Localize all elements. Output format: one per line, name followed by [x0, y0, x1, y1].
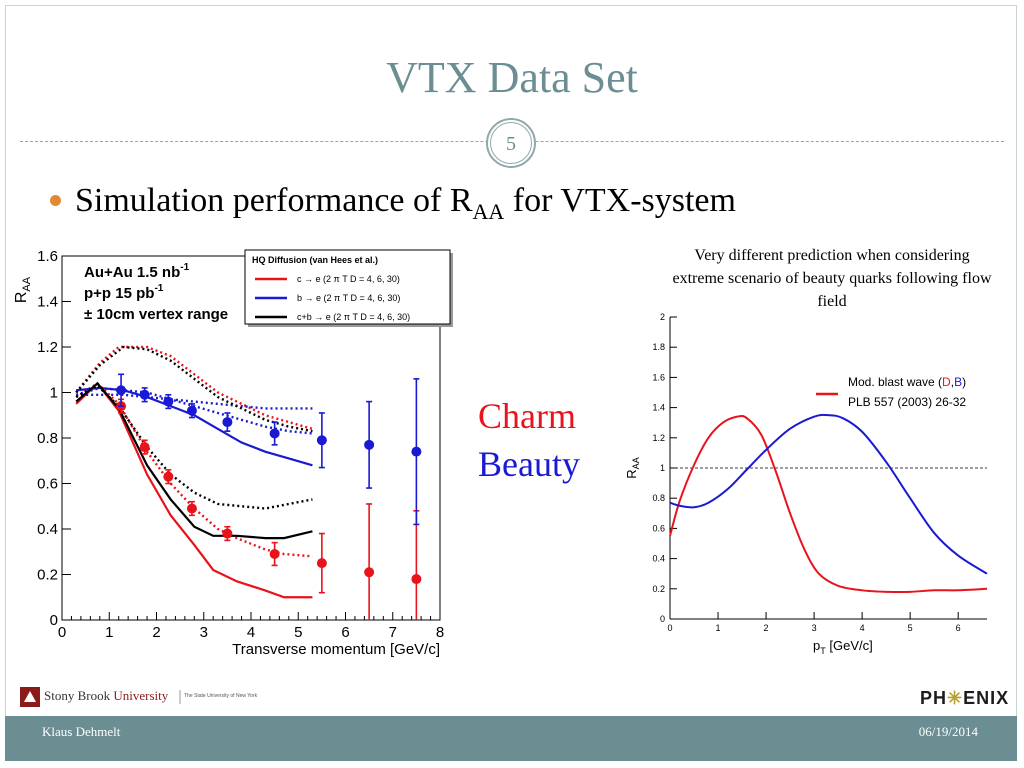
- university-name-main: Stony Brook: [44, 688, 111, 703]
- phenix-logo-pre: PH: [920, 688, 948, 708]
- y-tick-label: 1.2: [37, 339, 58, 356]
- phenix-logo: PH✳ENIX: [920, 688, 1009, 709]
- legend-box: [244, 249, 451, 325]
- data-point: [316, 558, 327, 569]
- stony-brook-logo-icon: [20, 687, 181, 707]
- data-point: [222, 417, 233, 428]
- x-tick-label: 3: [812, 623, 817, 633]
- data-point: [316, 435, 327, 446]
- x-tick-label: 3: [200, 624, 208, 641]
- y-tick-label: 0.2: [652, 584, 665, 594]
- y-tick-label: 1.6: [652, 372, 665, 382]
- x-tick-label: 4: [860, 623, 865, 633]
- phenix-star-icon: ✳: [947, 688, 964, 708]
- x-tick-label: 0: [667, 623, 672, 633]
- y-tick-label: 1.4: [652, 403, 665, 413]
- x-tick-label: 5: [908, 623, 913, 633]
- data-point: [411, 446, 422, 457]
- slide-title: VTX Data Set: [386, 53, 638, 102]
- footer-bar: [5, 716, 1017, 761]
- theory-curve: [75, 386, 313, 435]
- footer-author: Klaus Dehmelt: [42, 724, 121, 739]
- x-axis-label: Transverse momentum [GeV/c]: [232, 641, 440, 658]
- data-point: [269, 549, 280, 560]
- bullet-item: Simulation performance of RAA for VTX-sy…: [50, 182, 736, 225]
- experiment-label: p+p 15 pb-1: [84, 283, 164, 302]
- x-tick-label: 5: [294, 624, 302, 641]
- y-tick-label: 1.4: [37, 294, 58, 311]
- data-point: [186, 503, 197, 514]
- y-tick-label: 1: [50, 385, 58, 402]
- phenix-logo-post: ENIX: [963, 688, 1010, 708]
- y-tick-label: 2: [660, 312, 665, 322]
- y-axis-label: RAA: [13, 276, 33, 303]
- charm-label: Charm: [478, 396, 576, 436]
- y-tick-label: 1: [660, 463, 665, 473]
- legend-entry-text: PLB 557 (2003) 26-32: [848, 395, 966, 409]
- y-tick-label: 0.2: [37, 567, 58, 584]
- y-tick-label: 0.4: [652, 554, 665, 564]
- theory-curve: [75, 384, 313, 510]
- beauty-label: Beauty: [478, 444, 580, 484]
- legend-entry-text: Mod. blast wave (D,B): [848, 375, 966, 389]
- legend-title: HQ Diffusion (van Hees et al.): [252, 255, 378, 265]
- university-subtitle: The State University of New York: [184, 693, 258, 699]
- experiment-label: ± 10cm vertex range: [84, 306, 228, 323]
- y-tick-label: 0: [660, 614, 665, 624]
- y-tick-label: 0.8: [37, 430, 58, 447]
- model-curve: [669, 413, 988, 575]
- data-point: [269, 428, 280, 439]
- data-point: [186, 405, 197, 416]
- footer-date: 06/19/2014: [918, 724, 978, 739]
- y-tick-label: 0.6: [37, 476, 58, 493]
- blast-wave-chart: 0 0.2 0.4 0.6 0.8 1 1.2 1.4 1.6 1.8 2 0 1 2 3 4 5 6 pT [Ge…: [624, 312, 988, 656]
- x-tick-label: 6: [341, 624, 349, 641]
- data-point: [222, 528, 233, 539]
- raa-pt-chart: 0 1 2 3 4 5 6 7 8 0 0.2 0.4 0.6 0.8 1 1.2 1.4 1.6 Transver…: [13, 248, 453, 658]
- prediction-annotation: Very different prediction when consideri…: [672, 247, 992, 310]
- slide-number: 5: [490, 122, 532, 164]
- theory-curve: [75, 345, 313, 431]
- x-tick-label: 2: [152, 624, 160, 641]
- legend-entry-text: c → e (2 π T D = 4, 6, 30): [297, 274, 400, 284]
- x-tick-label: 1: [105, 624, 113, 641]
- data-point: [139, 442, 150, 453]
- x-tick-label: 6: [956, 623, 961, 633]
- y-axis-label: RAA: [624, 457, 641, 478]
- university-name: Stony Brook University: [44, 688, 168, 704]
- x-tick-label: 1: [716, 623, 721, 633]
- data-point: [411, 574, 422, 585]
- data-point: [163, 396, 174, 407]
- bullet-text: Simulation performance of R: [75, 182, 473, 219]
- y-tick-label: 0: [50, 612, 58, 629]
- data-point: [116, 385, 127, 396]
- data-point: [139, 389, 150, 400]
- y-tick-label: 0.8: [652, 493, 665, 503]
- bullet-tail: for VTX-system: [504, 182, 736, 219]
- x-tick-label: 4: [247, 624, 255, 641]
- y-tick-label: 0.4: [37, 521, 58, 538]
- data-point: [364, 439, 375, 450]
- legend-entry-text: c+b → e (2 π T D = 4, 6, 30): [297, 312, 410, 322]
- bullet-dot-icon: [50, 194, 61, 206]
- x-tick-label: 2: [764, 623, 769, 633]
- university-name-word: University: [113, 688, 169, 703]
- theory-curve: [75, 381, 313, 540]
- y-tick-label: 1.2: [652, 433, 665, 443]
- legend-entry-text: b → e (2 π T D = 4, 6, 30): [297, 293, 400, 303]
- x-tick-label: 8: [436, 624, 444, 641]
- model-curve: [669, 414, 988, 594]
- experiment-label: Au+Au 1.5 nb-1: [84, 262, 190, 281]
- x-tick-label: 0: [58, 624, 66, 641]
- data-point: [364, 567, 375, 578]
- y-tick-label: 0.6: [652, 523, 665, 533]
- data-point: [163, 471, 174, 482]
- bullet-subscript: AA: [472, 198, 505, 224]
- y-tick-label: 1.6: [37, 248, 58, 265]
- x-axis-label: pT [GeV/c]: [813, 638, 873, 656]
- x-tick-label: 7: [389, 624, 397, 641]
- y-tick-label: 1.8: [652, 342, 665, 352]
